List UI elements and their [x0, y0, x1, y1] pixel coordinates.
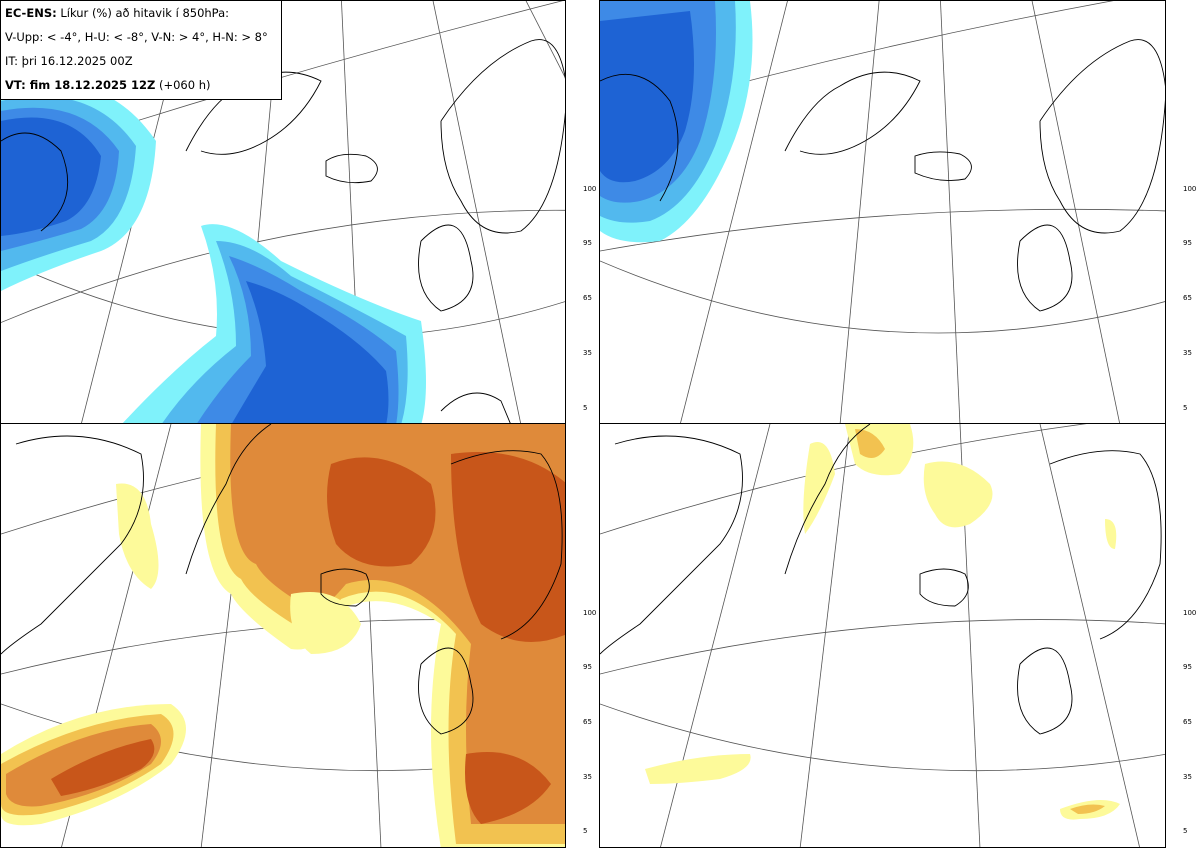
map-warm-weak: [1, 424, 565, 847]
info-title-line: EC-ENS: Líkur (%) að hitavik í 850hPa:: [5, 4, 277, 28]
tick-label: 65: [583, 294, 592, 302]
graticule: [600, 1, 1165, 423]
tick-label: 100: [1183, 609, 1197, 617]
tick-label: 95: [1183, 239, 1192, 247]
tick-label: 5: [1183, 827, 1188, 835]
valid-time: VT: fim 18.12.2025 12Z: [5, 78, 156, 92]
map-cold-strong: [600, 1, 1165, 423]
tick-label: 100: [583, 609, 597, 617]
tick-label: 5: [1183, 404, 1188, 412]
coastlines: [1, 424, 563, 735]
tick-label: 5: [583, 827, 588, 835]
coastlines: [1, 39, 565, 423]
model-name: EC-ENS:: [5, 6, 57, 20]
lead-time: (+060 h): [158, 78, 211, 92]
tick-label: 65: [1183, 718, 1192, 726]
info-thresholds: V-Upp: < -4°, H-U: < -8°, V-N: > 4°, H-N…: [5, 30, 268, 44]
coastlines: [600, 424, 1162, 735]
map-title: Líkur (%) að hitavik í 850hPa:: [60, 6, 230, 20]
warm-probability-field: [1, 424, 565, 847]
warm-probability-field: [645, 424, 1120, 820]
tick-label: 35: [583, 773, 592, 781]
info-valid-line: VT: fim 18.12.2025 12Z (+060 h): [5, 76, 277, 100]
panel-warm-strong: [599, 423, 1166, 848]
tick-label: 95: [1183, 663, 1192, 671]
coastlines: [600, 39, 1165, 312]
map-warm-strong: [600, 424, 1165, 847]
cold-probability-field: [1, 82, 426, 423]
tick-label: 95: [583, 663, 592, 671]
map-info-box: EC-ENS: Líkur (%) að hitavik í 850hPa: V…: [0, 0, 282, 100]
panel-cold-weak: [0, 0, 566, 424]
tick-label: 35: [1183, 773, 1192, 781]
tick-label: 35: [583, 349, 592, 357]
tick-label: 5: [583, 404, 588, 412]
graticule: [600, 424, 1165, 847]
tick-label: 100: [1183, 185, 1197, 193]
tick-label: 95: [583, 239, 592, 247]
map-cold-weak: [1, 1, 565, 423]
tick-label: 100: [583, 185, 597, 193]
info-init-time: IT: þri 16.12.2025 00Z: [5, 54, 133, 68]
tick-label: 65: [1183, 294, 1192, 302]
panel-warm-weak: [0, 423, 566, 848]
panel-cold-strong: [599, 0, 1166, 424]
tick-label: 35: [1183, 349, 1192, 357]
tick-label: 65: [583, 718, 592, 726]
